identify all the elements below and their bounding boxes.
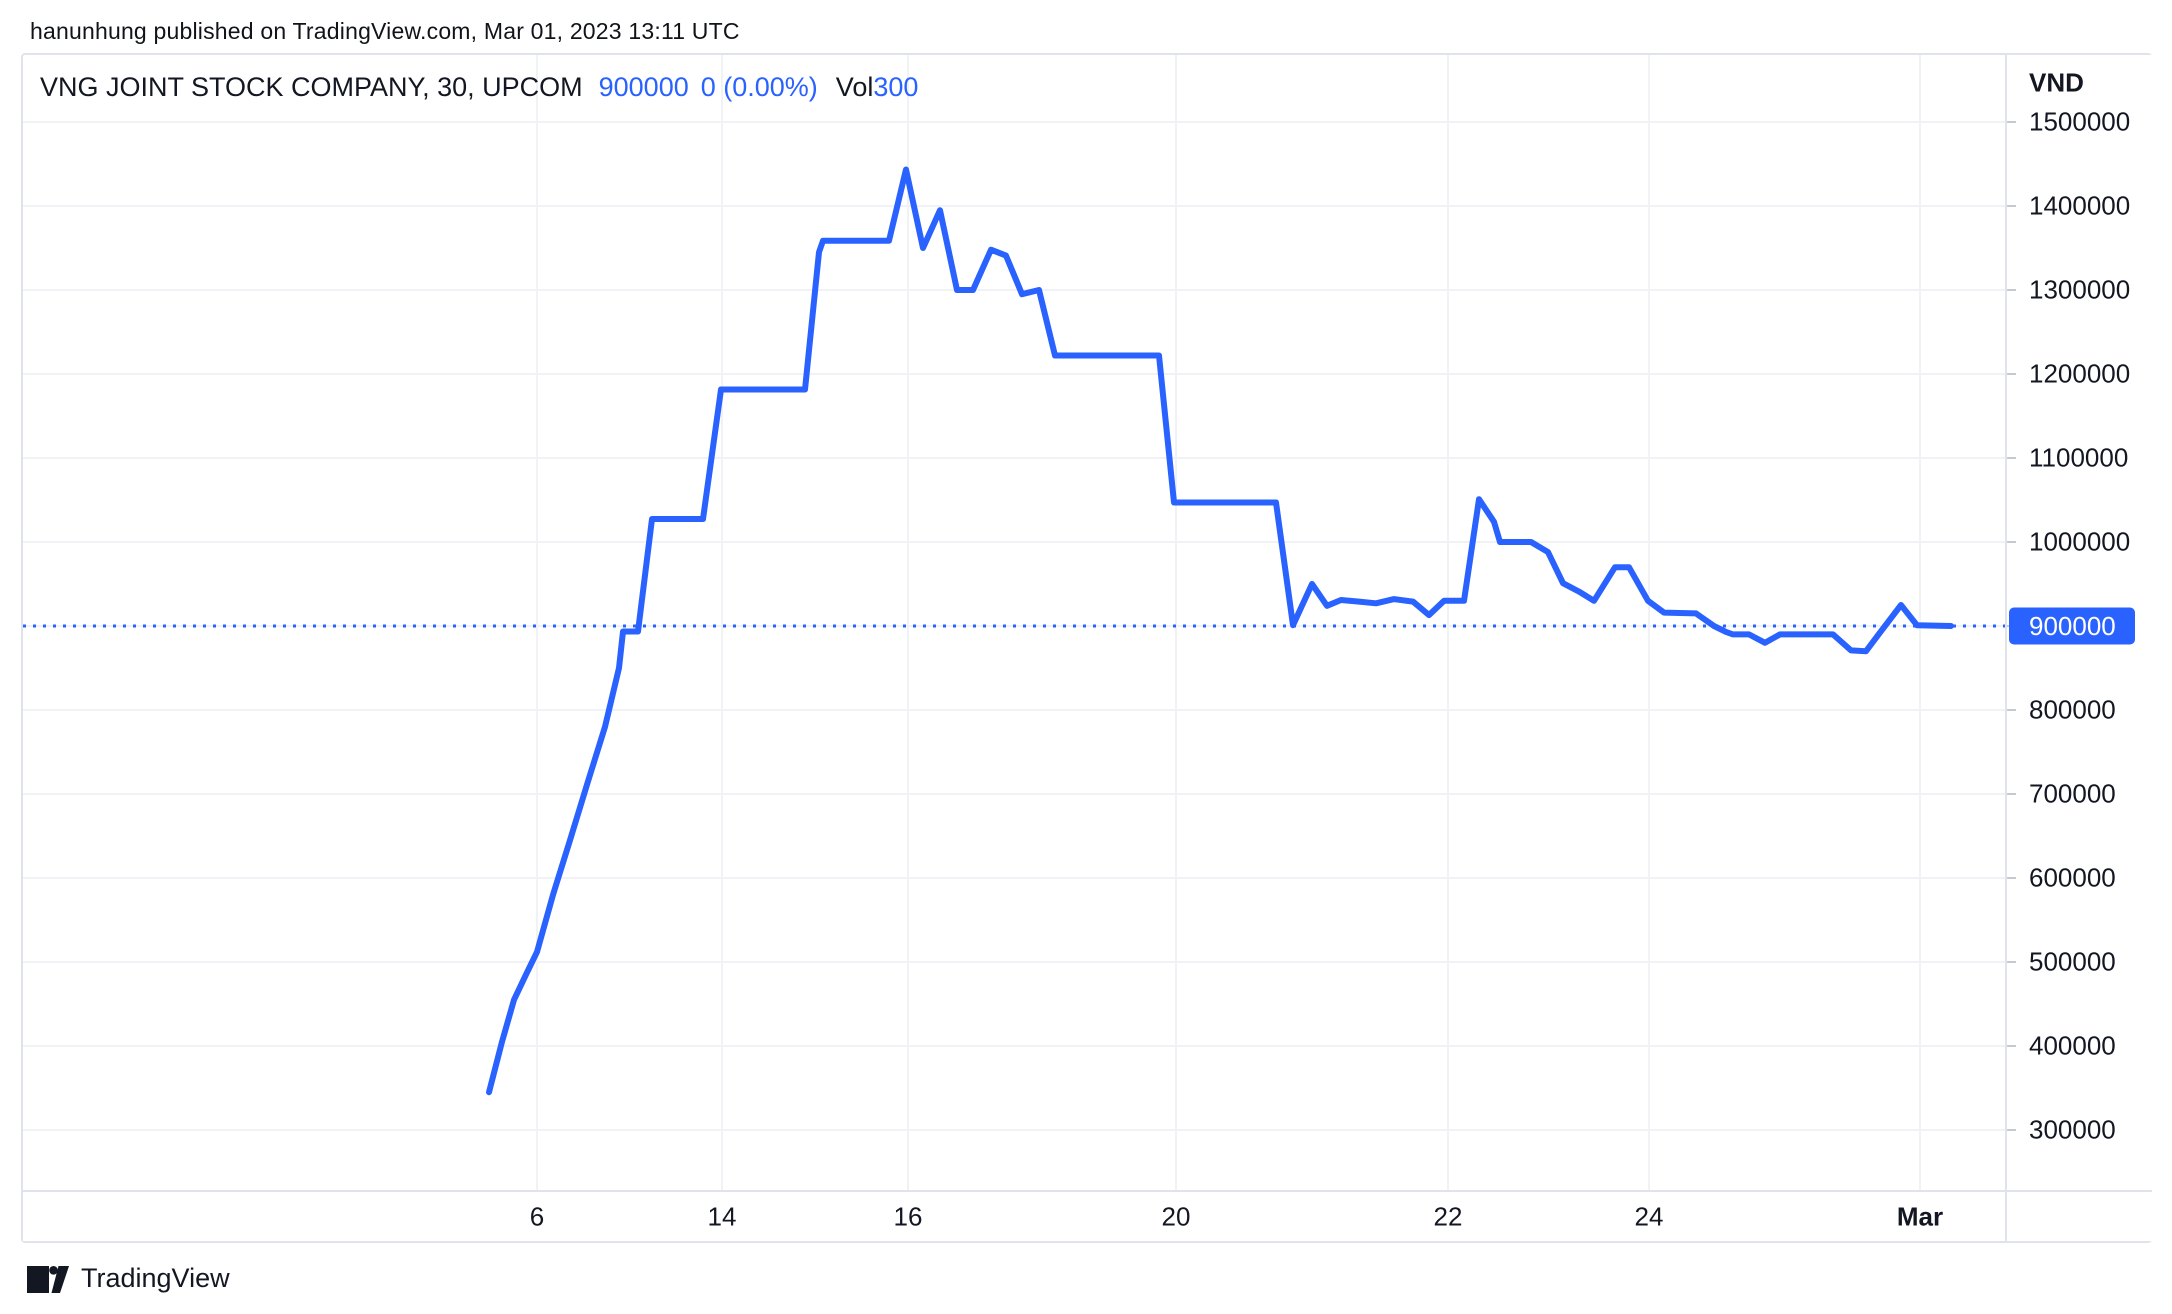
last-price-value: 900000 [598, 72, 689, 102]
tradingview-logo-icon [27, 1266, 69, 1293]
tradingview-brand-text: TradingView [81, 1262, 230, 1293]
x-axis-tick-label: 20 [1161, 1201, 1191, 1231]
chart-card: VNG JOINT STOCK COMPANY, 30, UPCOM 900000… [21, 53, 2152, 1243]
price-chart-canvas[interactable] [23, 55, 2005, 1190]
y-axis-tick [2007, 709, 2016, 711]
x-axis-tick-label: 6 [529, 1201, 545, 1231]
y-axis-tick [2007, 793, 2016, 795]
y-axis-tick-label: 1000000 [2029, 526, 2131, 557]
y-axis-tick [2007, 961, 2016, 963]
y-axis-tick [2007, 877, 2016, 879]
y-axis-tick [2007, 121, 2016, 123]
y-axis-tick-label: 1100000 [2029, 442, 2129, 473]
y-axis-tick [2007, 205, 2016, 207]
y-axis-tick-label: 1200000 [2029, 358, 2131, 389]
y-axis-tick-label: 800000 [2029, 694, 2116, 725]
y-axis-tick-label: 700000 [2029, 778, 2116, 809]
tradingview-branding[interactable]: TradingView [27, 1258, 230, 1298]
x-axis-tick-label: 24 [1634, 1201, 1664, 1231]
y-axis-tick-label: 1300000 [2029, 274, 2131, 305]
price-change-value: 0 (0.00%) [700, 72, 818, 102]
price-line [486, 166, 1954, 1096]
price-axis[interactable]: VND 1500000 1400000 1300000 1200000 1100000 1… [2005, 55, 2152, 1241]
y-axis-tick [2007, 457, 2016, 459]
y-axis-tick [2007, 1045, 2016, 1047]
last-price-label: 900000 [2009, 607, 2135, 645]
volume-value: 300 [873, 72, 919, 102]
y-axis-tick [2007, 373, 2016, 375]
y-axis-tick [2007, 541, 2016, 543]
x-axis-tick-label: 16 [893, 1201, 923, 1231]
volume-label: Vol [835, 72, 874, 102]
currency-label: VND [2029, 67, 2084, 98]
x-axis-tick-label: 14 [707, 1201, 737, 1231]
y-axis-tick-label: 300000 [2029, 1114, 2116, 1145]
x-axis-tick-label: Mar [1896, 1201, 1944, 1231]
last-price-label-text: 900000 [2029, 610, 2116, 641]
y-axis-tick-label: 1500000 [2029, 106, 2131, 137]
time-axis[interactable]: 6 14 16 20 22 24 Mar [23, 1190, 2005, 1241]
x-axis-tick-label: 22 [1433, 1201, 1463, 1231]
y-axis-tick-label: 600000 [2029, 862, 2116, 893]
chart-legend: VNG JOINT STOCK COMPANY, 30, UPCOM 900000… [40, 72, 918, 103]
symbol-title[interactable]: VNG JOINT STOCK COMPANY, 30, UPCOM [40, 72, 583, 102]
chart-plot-area[interactable] [23, 55, 2005, 1190]
y-axis-tick-label: 500000 [2029, 946, 2116, 977]
y-axis-tick [2007, 1129, 2016, 1131]
axis-corner [2005, 1190, 2152, 1241]
y-axis-tick-label: 400000 [2029, 1030, 2116, 1061]
y-axis-tick [2007, 289, 2016, 291]
snapshot-attribution: hanunhung published on TradingView.com, … [30, 18, 740, 44]
y-axis-tick-label: 1400000 [2029, 190, 2131, 221]
